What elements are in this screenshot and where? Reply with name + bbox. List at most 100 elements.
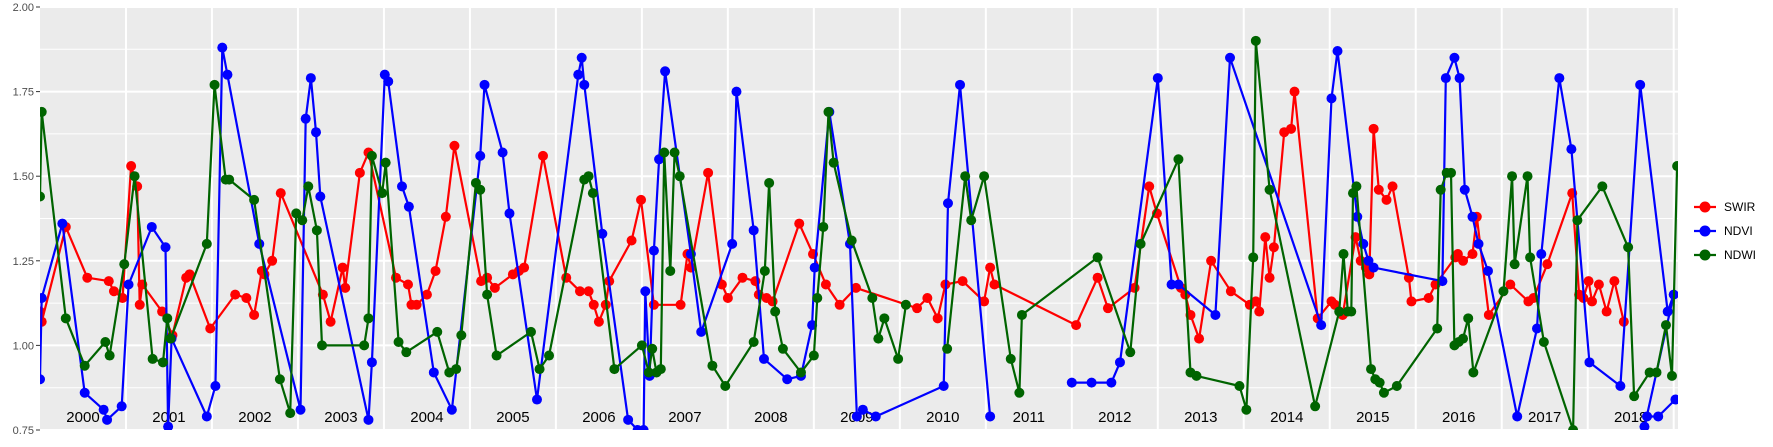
swir-point (403, 279, 414, 290)
ndwi-point (966, 215, 977, 226)
swir-point (325, 316, 336, 327)
ndwi-point (1509, 259, 1520, 270)
ndwi-point (1366, 364, 1377, 375)
year-label: 2012 (1098, 409, 1131, 426)
ndvi-point (428, 367, 439, 378)
ndwi-point (867, 293, 878, 304)
ndwi-point (377, 188, 388, 199)
swir-point (1601, 306, 1612, 317)
ndwi-point (274, 374, 285, 385)
ndvi-point (79, 387, 90, 398)
ndvi-point (1635, 79, 1646, 90)
y-tick-label: 1.00 (13, 340, 34, 352)
year-label: 2016 (1442, 409, 1475, 426)
ndwi-point (1435, 184, 1446, 195)
swir-point (1102, 303, 1113, 314)
swir-point (1467, 249, 1478, 260)
ndvi-point (531, 394, 542, 405)
ndvi-point (1662, 306, 1673, 317)
ndvi-point (938, 381, 949, 392)
ndwi-point (1507, 171, 1518, 182)
swir-point (230, 289, 241, 300)
ndwi-point (297, 215, 308, 226)
swir-point (593, 316, 604, 327)
ndvi-point (1166, 279, 1177, 290)
swir-point (1254, 306, 1265, 317)
swir-point (722, 293, 733, 304)
ndvi-point (1482, 265, 1493, 276)
ndvi-point (396, 181, 407, 192)
ndvi-point (479, 79, 490, 90)
swir-point (340, 282, 351, 293)
swir-point (703, 167, 714, 178)
year-label: 2014 (1270, 409, 1303, 426)
ndvi-point (1642, 411, 1653, 422)
swir-point (922, 293, 933, 304)
ndwi-point (1135, 238, 1146, 249)
ndwi-point (770, 306, 781, 317)
ndvi-point (1670, 394, 1678, 405)
ndvi-point (305, 73, 316, 84)
ndwi-point (303, 181, 314, 192)
swir-point (648, 299, 659, 310)
ndwi-point (1432, 323, 1443, 334)
ndvi-point (648, 245, 659, 256)
ndvi-point (857, 404, 868, 415)
ndvi-point (1210, 309, 1221, 320)
swir-point (1406, 296, 1417, 307)
ndvi-point (1454, 73, 1465, 84)
ndvi-point (985, 411, 996, 422)
ndwi-point (818, 221, 829, 232)
ndvi-point (1512, 411, 1523, 422)
swir-point (134, 299, 145, 310)
ndwi-point (311, 225, 322, 236)
ndvi-point (210, 381, 221, 392)
swir-point (40, 306, 45, 317)
ndvi-point (1584, 357, 1595, 368)
swir-point (430, 265, 441, 276)
ndvi-point (98, 404, 109, 415)
ndvi-point (573, 69, 584, 80)
ndvi-point (40, 293, 47, 304)
swir-point (538, 150, 549, 161)
swir-point (519, 262, 530, 273)
ndvi-point (870, 411, 881, 422)
legend-marker-ndwi (1699, 249, 1711, 261)
ndvi-point (1449, 52, 1460, 63)
ndwi-point (1498, 286, 1509, 297)
year-label: 2011 (1013, 409, 1045, 426)
ndwi-point (1005, 353, 1016, 364)
ndwi-point (1572, 215, 1583, 226)
ndwi-point (40, 191, 45, 202)
swir-point (82, 272, 93, 283)
swir-point (411, 299, 422, 310)
year-label: 2003 (324, 409, 357, 426)
ndwi-point (1522, 171, 1533, 182)
swir-point (626, 235, 637, 246)
year-label: 2018 (1614, 409, 1647, 426)
swir-point (1092, 272, 1103, 283)
swir-point (820, 279, 831, 290)
ndwi-point (1672, 161, 1678, 172)
swir-point (1368, 123, 1379, 134)
ndwi-point (1092, 252, 1103, 263)
ndwi-point (1629, 391, 1640, 402)
ndvi-point (942, 198, 953, 209)
ndwi-point (317, 340, 328, 351)
swir-point (588, 299, 599, 310)
ndvi-point (497, 147, 508, 158)
ndwi-point (1334, 306, 1345, 317)
ndwi-point (1014, 387, 1025, 398)
ndwi-point (359, 340, 370, 351)
ndwi-point (879, 313, 890, 324)
ndwi-point (1446, 167, 1457, 178)
ndwi-point (1374, 377, 1385, 388)
swir-point (1587, 296, 1598, 307)
ndwi-point (401, 347, 412, 358)
ndvi-point (315, 191, 326, 202)
ndvi-point (123, 279, 134, 290)
swir-point (1423, 293, 1434, 304)
swir-point (390, 272, 401, 283)
ndwi-point (1538, 337, 1549, 348)
ndvi-point (217, 42, 228, 53)
